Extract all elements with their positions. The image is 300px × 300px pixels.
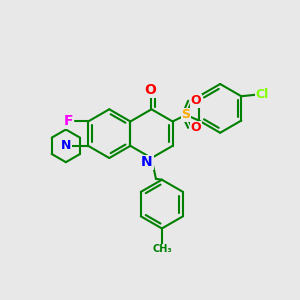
Text: F: F [64,115,74,128]
Text: O: O [144,83,156,97]
Text: CH₃: CH₃ [152,244,172,254]
Text: N: N [141,155,153,170]
Text: O: O [190,94,201,107]
Text: Cl: Cl [255,88,269,101]
Text: O: O [190,121,201,134]
Text: S: S [182,108,190,122]
Text: N: N [61,139,71,152]
